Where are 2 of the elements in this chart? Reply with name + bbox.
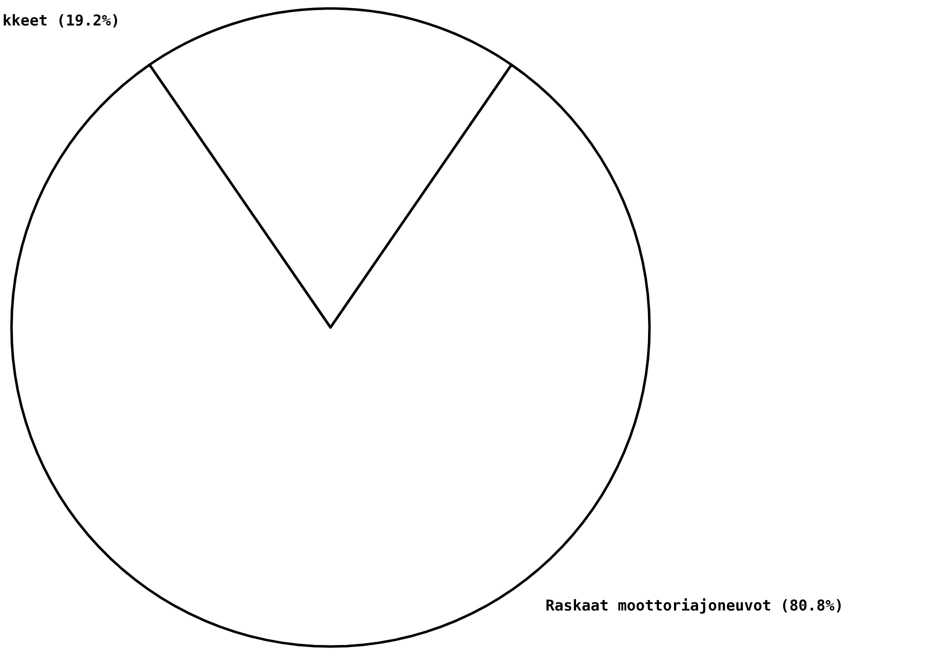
slice-label: kkeet (19.2%) <box>2 12 120 30</box>
slice-label: Raskaat moottoriajoneuvot (80.8%) <box>546 596 844 614</box>
